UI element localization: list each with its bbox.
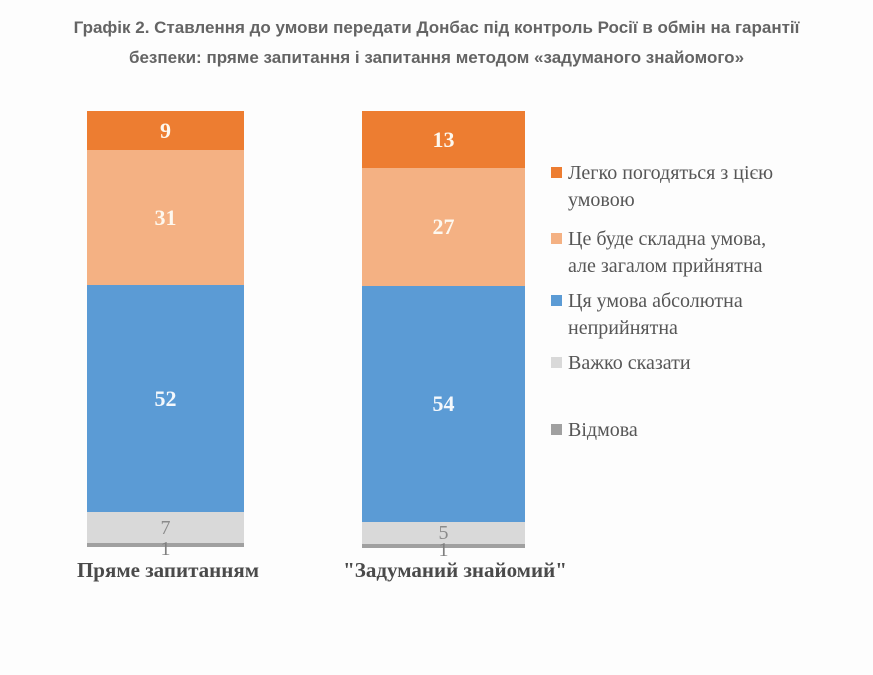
bar-segment-series-2: 31	[87, 150, 244, 285]
bar-segment-series-3: 54	[362, 286, 525, 522]
legend-item-5: Відмова	[551, 417, 638, 444]
segment-value-label: 1	[438, 539, 449, 561]
legend-item-2: Це буде складна умова, але загалом прийня…	[551, 226, 766, 280]
chart-title-line-2: безпеки: пряме запитання і запитання мет…	[128, 48, 745, 67]
bar-segment-series-1: 13	[362, 111, 525, 168]
bar-segment-series-4: 5	[362, 522, 525, 544]
legend-label: Це буде складна умова, але загалом прийня…	[568, 228, 767, 277]
legend-item-1: Легко погодяться з цією умовою	[551, 160, 773, 214]
segment-value-label: 5	[438, 522, 449, 544]
chart-title: Графік 2. Ставлення до умови передати До…	[0, 13, 873, 73]
legend-swatch-icon	[551, 167, 562, 178]
legend-item-4: Важко сказати	[551, 350, 691, 377]
bar-segment-series-5: 1	[362, 540, 525, 560]
segment-value-label: 7	[160, 516, 171, 539]
segment-value-label: 13	[432, 126, 455, 152]
segment-value-label: 31	[154, 204, 177, 230]
legend-label: Важко сказати	[568, 352, 691, 374]
legend-swatch-icon	[551, 424, 562, 435]
stacked-bar-direct-question: 9 31 52 7 1	[87, 111, 244, 559]
bar-segment-series-4: 7	[87, 512, 244, 543]
category-label-imagined-acquaintance: "Задуманий знайомий"	[343, 558, 567, 582]
segment-value-label: 1	[160, 538, 171, 560]
bar-segment-series-1: 9	[87, 111, 244, 150]
category-label-direct-question: Пряме запитанням	[76, 558, 260, 582]
segment-value-label: 52	[154, 385, 177, 411]
legend-swatch-icon	[551, 295, 562, 306]
segment-value-label: 27	[432, 214, 455, 239]
legend-item-3: Ця умова абсолютна неприйнятна	[551, 288, 743, 342]
legend-label: Ця умова абсолютна неприйнятна	[568, 290, 743, 339]
legend-swatch-icon	[551, 357, 562, 368]
legend-label: Відмова	[568, 419, 638, 441]
stacked-bar-imagined-acquaintance: 13 27 54 5 1	[362, 111, 525, 560]
chart-title-line-1: Графік 2. Ставлення до умови передати До…	[73, 18, 800, 37]
segment-value-label: 54	[432, 391, 455, 416]
bar-segment-series-5: 1	[87, 539, 244, 559]
legend-swatch-icon	[551, 233, 562, 244]
bar-segment-series-2: 27	[362, 168, 525, 286]
segment-value-label: 9	[160, 117, 171, 143]
legend-label: Легко погодяться з цією умовою	[568, 162, 774, 211]
bar-segment-series-3: 52	[87, 285, 244, 512]
